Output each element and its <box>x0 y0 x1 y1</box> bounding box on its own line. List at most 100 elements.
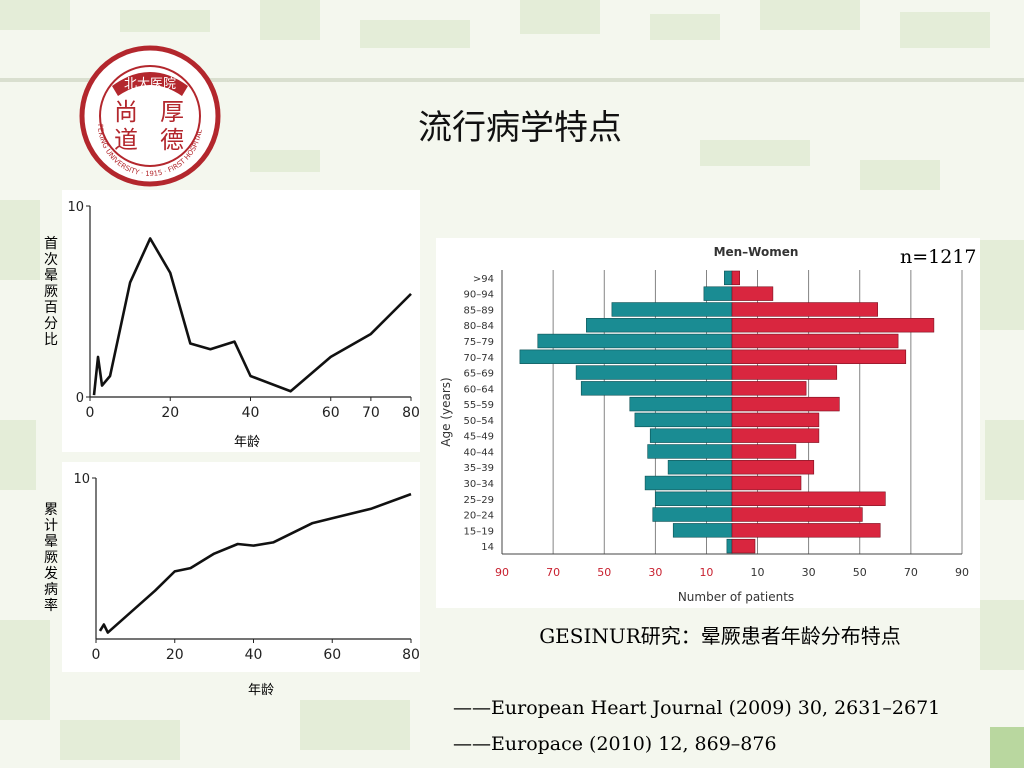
bar-men <box>575 365 733 380</box>
bar-women <box>731 428 820 443</box>
pyramid-category-label: 30–34 <box>464 479 494 490</box>
figure-caption: GESINUR研究：晕厥患者年龄分布特点 <box>539 624 901 648</box>
bar-women <box>731 396 840 412</box>
corner-accent <box>990 727 1024 768</box>
bar-men <box>644 475 733 491</box>
pyramid-x-tick-label: 50 <box>853 566 867 579</box>
chart1-x-tick-label: 0 <box>86 405 95 421</box>
pyramid-category-label: 90–94 <box>464 290 494 301</box>
chart1-x-tick-label: 20 <box>161 405 179 421</box>
bar-men <box>726 538 733 554</box>
pyramid-category-label: 20–24 <box>464 511 494 522</box>
bar-men <box>652 507 733 522</box>
chart2-x-tick-label: 40 <box>245 647 263 663</box>
pyramid-category-label: 55–59 <box>464 400 494 411</box>
bar-women <box>731 286 774 301</box>
chart2-x-tick-label: 20 <box>166 647 184 663</box>
chart2-series-line <box>98 492 412 634</box>
pyramid-category-label: 15–19 <box>464 526 494 537</box>
chart2-x-tick-label: 0 <box>92 647 101 663</box>
chart1-y-tick-label: 10 <box>67 200 84 215</box>
bar-women <box>731 475 802 491</box>
pyramid-xlabel: Number of patients <box>678 590 794 604</box>
svg-text:道: 道 <box>114 126 138 154</box>
pyramid-x-tick-label: 30 <box>802 566 816 579</box>
chart2-ylabel: 累计晕厥发病率 <box>44 502 58 614</box>
pyramid-category-label: 25–29 <box>464 495 494 506</box>
bar-women <box>731 270 740 286</box>
pyramid-x-tick-label: 90 <box>955 566 969 579</box>
slide-title: 流行病学特点 <box>418 108 622 148</box>
pyramid-category-label: 85–89 <box>464 305 494 316</box>
pyramid-category-label: >94 <box>473 274 494 285</box>
chart1-x-tick-label: 80 <box>402 405 420 421</box>
chart-cumulative-incidence: 0 20 40 60 80 10 <box>73 472 420 663</box>
header-rule <box>0 78 1024 82</box>
sample-size-label: n=1217 <box>900 246 977 268</box>
chart2-xlabel: 年龄 <box>248 683 275 698</box>
seal-top-text: 北大医院 <box>124 77 176 92</box>
pyramid-x-tick-label: 70 <box>904 566 918 579</box>
pyramid-x-tick-label: 10 <box>699 566 713 579</box>
pyramid-x-tick-label: 90 <box>495 566 509 579</box>
bar-women <box>731 333 899 349</box>
chart2-x-tick-label: 80 <box>402 647 420 663</box>
bar-women <box>731 365 838 380</box>
pyramid-category-label: 35–39 <box>464 463 494 474</box>
pyramid-category-label: 40–44 <box>464 447 494 458</box>
chart1-ylabel: 首次晕厥百分比 <box>44 236 58 348</box>
bar-women <box>731 538 756 554</box>
bar-women <box>731 381 807 396</box>
bar-men <box>519 349 733 364</box>
bar-women <box>731 349 907 364</box>
chart-age-pyramid: Men–Women >94 90–94 85–89 80–84 75–79 70–74 65–… <box>439 245 969 604</box>
pyramid-x-tick-label: 10 <box>751 566 765 579</box>
bar-men <box>667 460 733 475</box>
bar-men <box>629 396 733 412</box>
bar-men <box>724 270 733 286</box>
pyramid-x-tick-label: 30 <box>648 566 662 579</box>
chart1-x-tick-label: 70 <box>362 405 380 421</box>
bar-men <box>611 302 733 317</box>
pyramid-category-label: 45–49 <box>464 432 494 443</box>
pyramid-category-label: 75–79 <box>464 337 494 348</box>
pyramid-category-label: 50–54 <box>464 416 494 427</box>
pyramid-x-tick-label: 70 <box>546 566 560 579</box>
pyramid-ylabel: Age (years) <box>439 377 453 446</box>
chart1-y-tick-label: 0 <box>76 391 84 406</box>
bar-men <box>634 412 733 428</box>
university-seal-logo: 北大医院 尚 厚 道 德 PEKING UNIVERSITY · 1915 · … <box>79 45 221 187</box>
pyramid-category-label: 65–69 <box>464 369 494 380</box>
bar-women <box>731 318 935 333</box>
chart1-series-line <box>92 237 412 396</box>
chart-first-syncope: 0 20 40 60 70 80 0 10 <box>67 200 420 421</box>
bar-women <box>731 302 878 317</box>
bar-women <box>731 444 797 459</box>
bar-men <box>655 491 733 506</box>
chart1-x-tick-label: 60 <box>322 405 340 421</box>
pyramid-category-label: 70–74 <box>464 353 494 364</box>
chart1-xlabel: 年龄 <box>234 435 261 450</box>
reference-2: ——Europace (2010) 12, 869–876 <box>453 733 777 755</box>
bar-men <box>672 523 733 538</box>
svg-text:尚: 尚 <box>114 98 138 126</box>
pyramid-category-label: 14 <box>481 542 494 553</box>
svg-text:厚: 厚 <box>160 98 184 126</box>
reference-1: ——European Heart Journal (2009) 30, 2631… <box>453 697 941 719</box>
bar-women <box>731 507 863 522</box>
bar-men <box>647 444 733 459</box>
svg-text:德: 德 <box>160 126 184 154</box>
bar-men <box>580 381 733 396</box>
chart1-x-tick-label: 40 <box>242 405 260 421</box>
bar-men <box>649 428 733 443</box>
bar-women <box>731 523 881 538</box>
bar-men <box>537 333 733 349</box>
pyramid-title: Men–Women <box>714 245 799 259</box>
bar-men <box>586 318 733 333</box>
bar-women <box>731 412 820 428</box>
pyramid-category-label: 80–84 <box>464 321 494 332</box>
chart-cumulative-panel <box>62 462 420 672</box>
chart2-y-tick-label: 10 <box>73 472 90 487</box>
chart2-x-tick-label: 60 <box>323 647 341 663</box>
